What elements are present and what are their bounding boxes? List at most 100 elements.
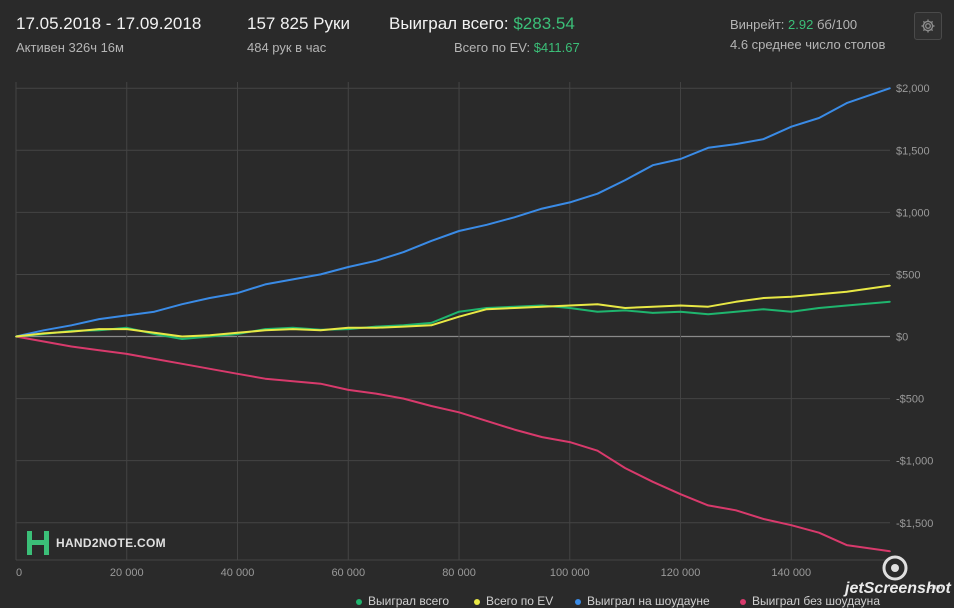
- legend-item-ev-total[interactable]: Всего по EV: [474, 594, 553, 608]
- data-point: [264, 329, 267, 332]
- data-point: [70, 324, 73, 327]
- data-point: [458, 230, 460, 232]
- legend-item-showdown[interactable]: Выиграл на шоудауне: [575, 594, 710, 608]
- x-tick-label: 100 000: [550, 567, 590, 579]
- data-point: [541, 207, 543, 210]
- legend-label-ev-total: Всего по EV: [486, 594, 554, 608]
- legend-item-non-showdown[interactable]: Выиграл без шоудауна: [740, 594, 880, 608]
- chart-legend: Выиграл всего Всего по EV Выиграл на шоу…: [0, 594, 954, 608]
- data-point: [319, 382, 322, 385]
- data-point: [430, 324, 433, 327]
- data-point: [375, 327, 377, 329]
- legend-item-won-total[interactable]: Выиграл всего: [356, 594, 449, 608]
- data-point: [707, 313, 710, 315]
- y-tick-label: -$500: [896, 394, 924, 406]
- y-tick-label: $500: [896, 269, 920, 281]
- ev-total-label: Всего по EV:: [454, 40, 531, 55]
- data-point: [42, 340, 45, 343]
- legend-label-showdown: Выиграл на шоудауне: [587, 594, 710, 608]
- data-point: [818, 531, 820, 534]
- series-won-total: [15, 300, 891, 340]
- winrate: Винрейт: 2.92 бб/100: [730, 17, 857, 32]
- data-point: [264, 283, 267, 286]
- y-axis: $2,000 $1,500 $1,000 $500 $0 -$500 -$1,000 -$1,…: [896, 83, 933, 530]
- data-point: [541, 305, 543, 308]
- data-point: [513, 428, 516, 431]
- data-point: [209, 368, 211, 370]
- data-point: [458, 315, 460, 318]
- data-point: [430, 405, 433, 407]
- data-point: [790, 295, 793, 298]
- data-point: [209, 297, 211, 299]
- data-point: [735, 143, 737, 145]
- data-point: [347, 327, 350, 329]
- data-point: [624, 307, 626, 309]
- data-point: [679, 158, 682, 160]
- hands-count: 157 825 Руки: [247, 14, 350, 33]
- data-point: [845, 304, 848, 307]
- hands-per-hour: 484 рук в час: [247, 40, 327, 55]
- data-point: [153, 331, 156, 334]
- data-point: [98, 318, 100, 320]
- hand2note-logo-icon: [27, 531, 49, 555]
- y-tick-label: $2,000: [896, 83, 930, 95]
- data-point: [652, 164, 654, 166]
- x-tick-label: 140 000: [771, 567, 811, 579]
- avg-tables: 4.6 среднее число столов: [730, 37, 886, 52]
- date-range: 17.05.2018 - 17.09.2018: [16, 14, 202, 33]
- data-point: [264, 377, 267, 380]
- grid: [15, 82, 890, 561]
- data-point: [375, 392, 377, 395]
- jetscreenshot-logo-icon: [882, 555, 908, 581]
- data-point: [845, 544, 848, 546]
- data-point: [845, 291, 848, 293]
- gear-icon: [921, 19, 935, 33]
- x-tick-label: 120 000: [661, 567, 701, 579]
- data-point: [762, 297, 765, 299]
- data-point: [458, 411, 460, 414]
- ev-total-value: $411.67: [533, 40, 580, 55]
- legend-dot-icon: [356, 598, 362, 605]
- settings-button[interactable]: [914, 12, 942, 40]
- legend-label-won-total: Выиграл всего: [368, 594, 450, 608]
- data-point: [818, 117, 820, 119]
- data-point: [818, 307, 820, 309]
- data-point: [541, 436, 543, 438]
- data-point: [790, 125, 793, 128]
- data-point: [319, 273, 322, 276]
- chart-header: 17.05.2018 - 17.09.2018 Активен 326ч 16м…: [0, 0, 954, 70]
- legend-dot-icon: [575, 598, 581, 605]
- series-showdown: [15, 87, 891, 338]
- data-point: [624, 309, 626, 312]
- won-total-value: $283.54: [513, 14, 575, 33]
- data-point: [181, 338, 183, 340]
- data-point: [762, 518, 765, 520]
- winrate-value: 2.92: [788, 17, 814, 32]
- bankroll-chart: $2,000 $1,500 $1,000 $500 $0 -$500 -$1,000 -$1,…: [15, 82, 933, 579]
- data-point: [402, 251, 405, 253]
- data-point: [347, 266, 350, 268]
- legend-label-non-showdown: Выиграл без шоудауна: [752, 594, 880, 608]
- jetscreenshot-watermark: jetScreenshot: [845, 580, 951, 597]
- data-point: [125, 314, 128, 317]
- series-ev-total: [15, 284, 891, 338]
- data-point: [458, 310, 460, 313]
- data-point: [624, 179, 626, 181]
- data-point: [735, 310, 737, 313]
- data-point: [70, 330, 73, 333]
- winrate-unit: бб/100: [816, 17, 858, 32]
- data-point: [209, 334, 211, 337]
- legend-dot-icon: [474, 598, 480, 605]
- data-point: [319, 329, 322, 332]
- x-tick-label: 80 000: [442, 567, 476, 579]
- y-tick-label: -$1,000: [896, 456, 933, 468]
- data-point: [98, 328, 100, 330]
- data-point: [568, 304, 571, 307]
- y-tick-label: -$1,500: [896, 518, 933, 530]
- data-point: [181, 363, 183, 365]
- data-point: [236, 372, 239, 375]
- data-point: [568, 441, 571, 443]
- data-point: [818, 293, 820, 296]
- data-point: [485, 420, 488, 422]
- data-point: [125, 353, 128, 355]
